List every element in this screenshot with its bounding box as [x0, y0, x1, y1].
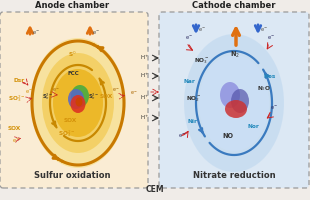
Ellipse shape	[42, 53, 114, 153]
Text: e$^-$: e$^-$	[12, 137, 21, 145]
Text: e$^-$: e$^-$	[267, 34, 276, 42]
Text: NO$_2^-$: NO$_2^-$	[186, 95, 202, 104]
Text: H$^+$: H$^+$	[140, 93, 150, 102]
Text: e$^-$: e$^-$	[198, 26, 207, 34]
Text: SOX: SOX	[64, 118, 77, 123]
Ellipse shape	[53, 69, 103, 137]
Text: e$^-$: e$^-$	[130, 90, 138, 97]
Text: S$_n^{2-}$: S$_n^{2-}$	[42, 91, 54, 102]
Text: SO$_3^{2-}$: SO$_3^{2-}$	[8, 93, 26, 104]
Text: Nos: Nos	[264, 74, 277, 79]
Ellipse shape	[76, 98, 82, 106]
FancyBboxPatch shape	[159, 12, 309, 188]
Text: Nitrate reduction: Nitrate reduction	[193, 171, 275, 180]
Text: e$^-$: e$^-$	[25, 88, 34, 96]
Text: e$^-$: e$^-$	[178, 132, 187, 140]
Text: Cathode chamber: Cathode chamber	[192, 1, 276, 10]
Ellipse shape	[184, 34, 284, 172]
Text: e$^-$: e$^-$	[147, 0, 157, 3]
Text: Nor: Nor	[248, 124, 260, 129]
Text: Nir: Nir	[188, 119, 198, 124]
Ellipse shape	[231, 89, 249, 113]
Ellipse shape	[71, 85, 89, 107]
Ellipse shape	[225, 100, 247, 118]
Text: H$^+$: H$^+$	[140, 113, 150, 122]
Text: Dsr: Dsr	[14, 78, 25, 83]
Text: S$_n^{2-}$: S$_n^{2-}$	[88, 91, 100, 102]
Text: H$^+$: H$^+$	[140, 53, 150, 62]
Text: NO: NO	[222, 133, 233, 139]
Text: e$^-$: e$^-$	[32, 29, 41, 37]
Text: N$_2$O: N$_2$O	[257, 84, 271, 93]
FancyBboxPatch shape	[0, 12, 148, 188]
Ellipse shape	[30, 38, 126, 168]
Text: e$^-$: e$^-$	[112, 86, 120, 94]
Text: FCC: FCC	[68, 71, 80, 76]
Text: S$^0$: S$^0$	[68, 50, 77, 59]
Ellipse shape	[199, 55, 269, 151]
Text: SOX: SOX	[100, 94, 113, 99]
Ellipse shape	[70, 95, 86, 113]
Text: e$^-$: e$^-$	[52, 86, 60, 94]
Text: NO$_3^-$: NO$_3^-$	[194, 56, 210, 66]
Text: N$_2$: N$_2$	[230, 50, 240, 60]
Text: SO$_4^{2-}$: SO$_4^{2-}$	[58, 128, 76, 139]
Ellipse shape	[220, 82, 240, 108]
Text: e$^-$: e$^-$	[270, 104, 279, 112]
Text: Nar: Nar	[183, 79, 195, 84]
Text: H$^+$: H$^+$	[140, 71, 150, 80]
Text: e$^-$: e$^-$	[92, 29, 101, 37]
Text: e$^-$: e$^-$	[185, 34, 194, 42]
Text: Anode chamber: Anode chamber	[35, 1, 109, 10]
Text: e$^-$: e$^-$	[260, 26, 269, 34]
Text: SOX: SOX	[8, 126, 21, 131]
Text: CEM: CEM	[146, 185, 164, 194]
Text: Sulfur oxidation: Sulfur oxidation	[34, 171, 110, 180]
Ellipse shape	[68, 89, 84, 109]
